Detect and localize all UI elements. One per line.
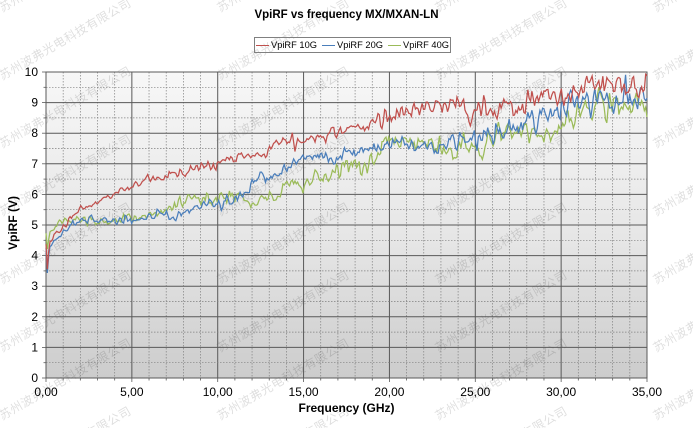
svg-text:30,00: 30,00 xyxy=(546,385,576,399)
svg-text:15,00: 15,00 xyxy=(289,385,319,399)
svg-text:4: 4 xyxy=(31,249,38,263)
svg-text:8: 8 xyxy=(31,126,38,140)
svg-text:20,00: 20,00 xyxy=(374,385,404,399)
svg-text:10: 10 xyxy=(25,65,39,79)
svg-text:9: 9 xyxy=(31,96,38,110)
svg-text:5: 5 xyxy=(31,218,38,232)
svg-text:35,00: 35,00 xyxy=(632,385,662,399)
svg-text:2: 2 xyxy=(31,310,38,324)
svg-text:6: 6 xyxy=(31,187,38,201)
svg-text:5,00: 5,00 xyxy=(120,385,144,399)
svg-text:10,00: 10,00 xyxy=(203,385,233,399)
svg-text:0,00: 0,00 xyxy=(34,385,58,399)
svg-text:7: 7 xyxy=(31,157,38,171)
svg-text:1: 1 xyxy=(31,340,38,354)
svg-text:3: 3 xyxy=(31,279,38,293)
svg-text:0: 0 xyxy=(31,371,38,385)
svg-text:25,00: 25,00 xyxy=(460,385,490,399)
